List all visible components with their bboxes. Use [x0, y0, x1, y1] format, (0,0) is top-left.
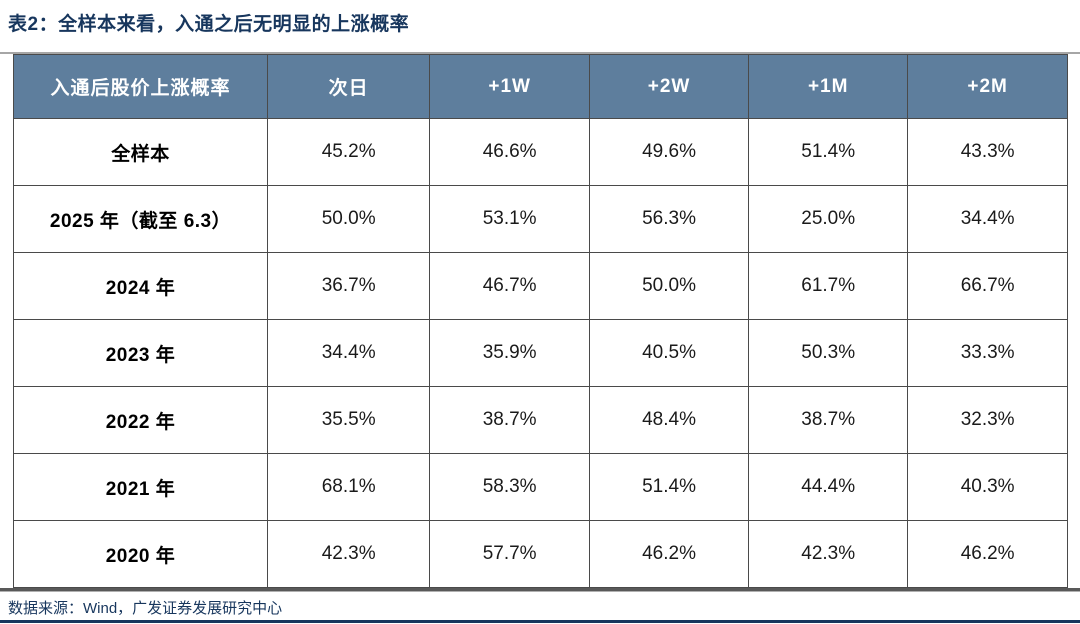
table-cell: 46.7% — [429, 252, 590, 320]
row-label: 2024 年 — [13, 252, 268, 320]
header-row: 入通后股价上涨概率 次日 +1W +2W +1M +2M — [13, 54, 1068, 119]
top-divider — [0, 52, 1080, 54]
table-cell: 66.7% — [907, 252, 1068, 320]
table-cell: 43.3% — [907, 118, 1068, 186]
table-cell: 57.7% — [429, 520, 590, 588]
table-cell: 42.3% — [748, 520, 909, 588]
table-cell: 46.6% — [429, 118, 590, 186]
table-cell: 42.3% — [266, 520, 431, 588]
table-cell: 50.0% — [266, 185, 431, 253]
table-cell: 56.3% — [588, 185, 750, 253]
header-cell-1m: +1M — [748, 54, 909, 119]
header-cell-2w: +2W — [588, 54, 750, 119]
table-cell: 50.0% — [588, 252, 750, 320]
table-row: 2020 年 42.3% 57.7% 46.2% 42.3% 46.2% — [13, 520, 1068, 588]
table-cell: 53.1% — [429, 185, 590, 253]
page-accent-line — [0, 620, 1080, 623]
row-label: 2020 年 — [13, 520, 268, 588]
row-label: 2021 年 — [13, 453, 268, 521]
table-body: 全样本 45.2% 46.6% 49.6% 51.4% 43.3% 2025 年（截至 6.… — [13, 118, 1068, 588]
table-cell: 61.7% — [748, 252, 909, 320]
table-cell: 34.4% — [907, 185, 1068, 253]
table-row: 2023 年 34.4% 35.9% 40.5% 50.3% 33.3% — [13, 319, 1068, 387]
table-row: 2022 年 35.5% 38.7% 48.4% 38.7% 32.3% — [13, 386, 1068, 454]
probability-table: 入通后股价上涨概率 次日 +1W +2W +1M +2M 全样本 45.2% 46.… — [13, 54, 1068, 588]
table-row: 2024 年 36.7% 46.7% 50.0% 61.7% 66.7% — [13, 252, 1068, 320]
data-source-note: 数据来源：Wind，广发证券发展研究中心 — [8, 600, 283, 617]
table-cell: 36.7% — [266, 252, 431, 320]
table-cell: 58.3% — [429, 453, 590, 521]
table-cell: 38.7% — [429, 386, 590, 454]
table-cell: 51.4% — [748, 118, 909, 186]
header-cell-1w: +1W — [429, 54, 590, 119]
table-row: 2021 年 68.1% 58.3% 51.4% 44.4% 40.3% — [13, 453, 1068, 521]
table-cell: 51.4% — [588, 453, 750, 521]
table-cell: 45.2% — [266, 118, 431, 186]
table-title: 表2：全样本来看，入通之后无明显的上涨概率 — [8, 14, 410, 35]
header-cell-next-day: 次日 — [266, 54, 431, 119]
row-label: 2025 年（截至 6.3） — [13, 185, 268, 253]
table-row: 全样本 45.2% 46.6% 49.6% 51.4% 43.3% — [13, 118, 1068, 186]
header-cell-label: 入通后股价上涨概率 — [13, 54, 268, 119]
bottom-divider — [0, 588, 1080, 591]
table-cell: 46.2% — [588, 520, 750, 588]
table-cell: 25.0% — [748, 185, 909, 253]
row-label: 2023 年 — [13, 319, 268, 387]
table-cell: 44.4% — [748, 453, 909, 521]
table-row: 2025 年（截至 6.3） 50.0% 53.1% 56.3% 25.0% 34.4% — [13, 185, 1068, 253]
table-cell: 50.3% — [748, 319, 909, 387]
table-cell: 48.4% — [588, 386, 750, 454]
table-cell: 32.3% — [907, 386, 1068, 454]
table-cell: 46.2% — [907, 520, 1068, 588]
row-label: 2022 年 — [13, 386, 268, 454]
table-cell: 68.1% — [266, 453, 431, 521]
table-cell: 49.6% — [588, 118, 750, 186]
table-cell: 35.9% — [429, 319, 590, 387]
table-cell: 33.3% — [907, 319, 1068, 387]
header-cell-2m: +2M — [907, 54, 1068, 119]
table-cell: 35.5% — [266, 386, 431, 454]
table-cell: 40.5% — [588, 319, 750, 387]
table-cell: 40.3% — [907, 453, 1068, 521]
table-header: 入通后股价上涨概率 次日 +1W +2W +1M +2M — [13, 54, 1068, 119]
row-label: 全样本 — [13, 118, 268, 186]
table-cell: 34.4% — [266, 319, 431, 387]
table-cell: 38.7% — [748, 386, 909, 454]
